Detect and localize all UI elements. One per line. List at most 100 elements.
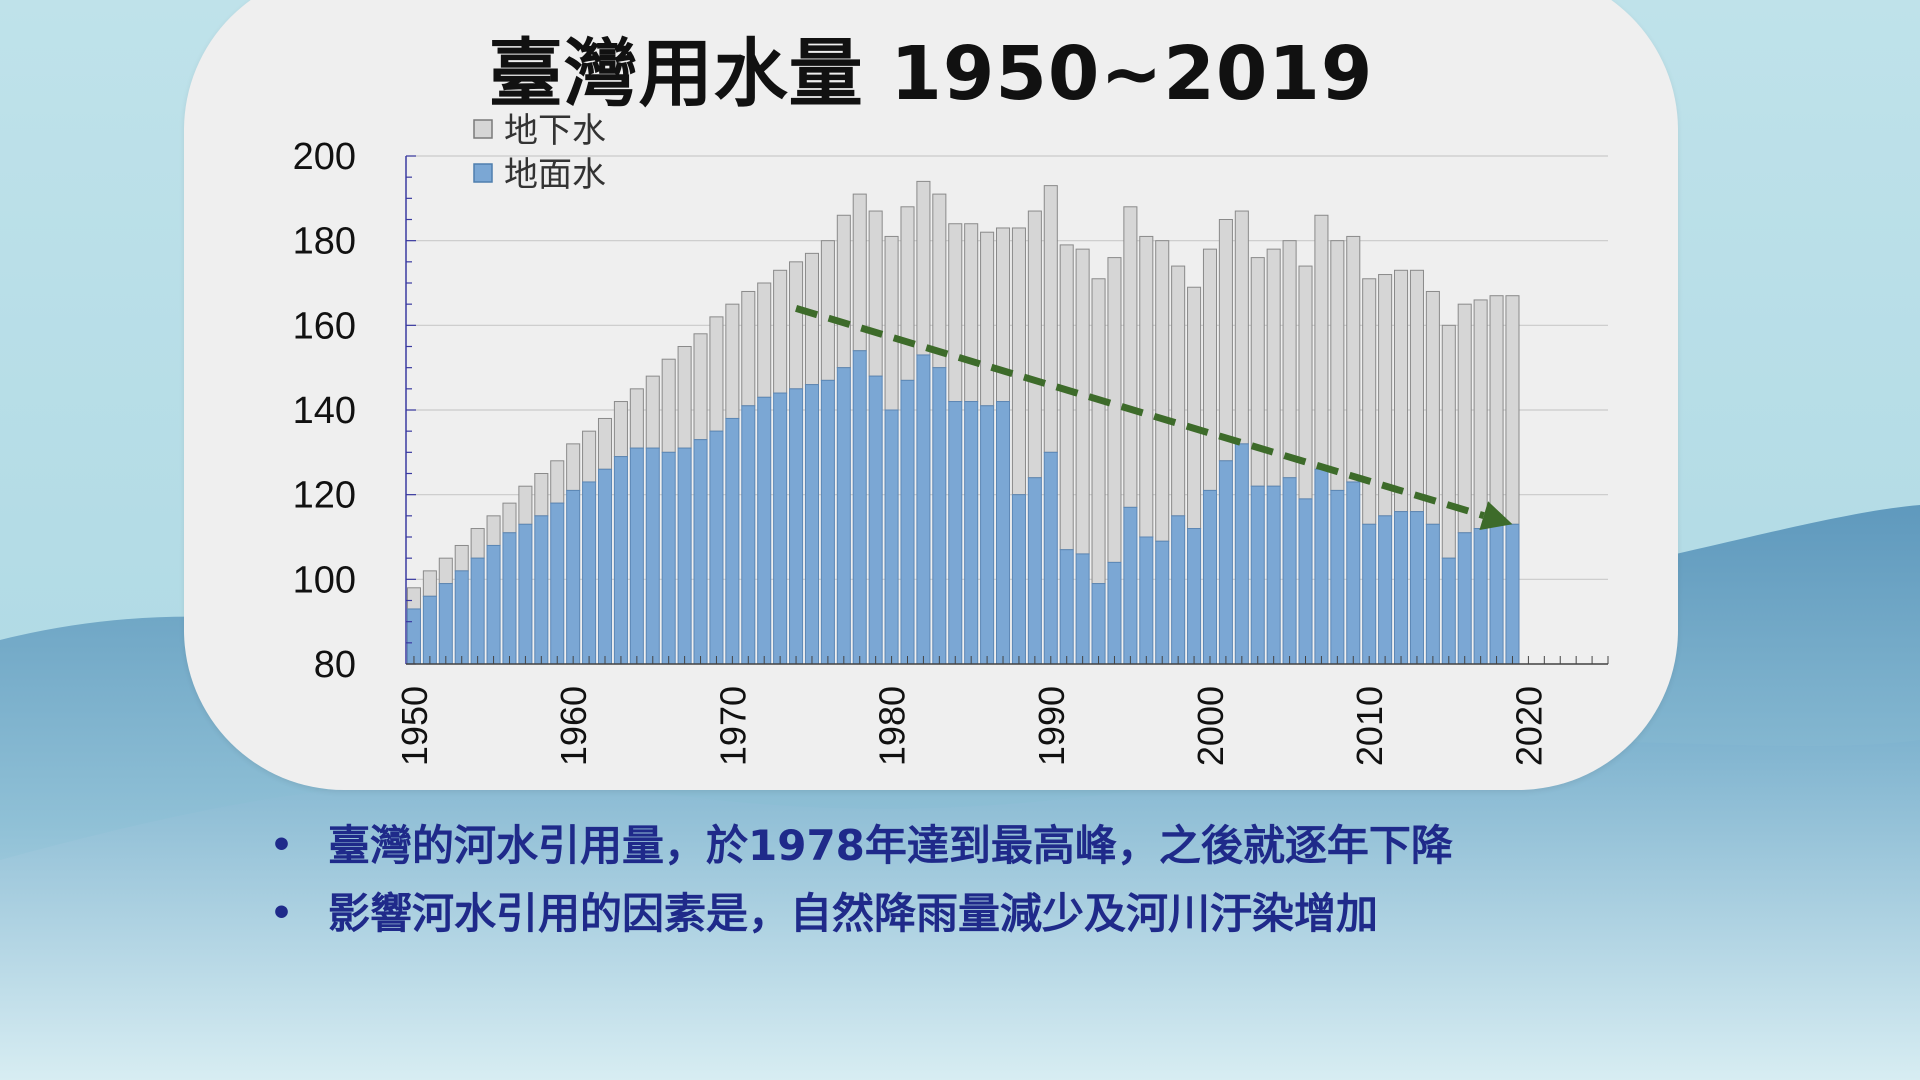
bar-groundwater (1489, 295, 1504, 525)
x-tick-label: 2010 (1349, 686, 1390, 766)
bar-groundwater (1043, 185, 1058, 453)
bar-surface-water (709, 430, 724, 665)
x-tick-labels: 1950 1960 1970 1980 1990 2000 2010 2020 (394, 686, 1549, 766)
bar-surface-water (470, 557, 485, 665)
legend-swatch-groundwater (473, 119, 493, 139)
y-tick-label: 180 (293, 221, 356, 263)
bar-surface-water (932, 367, 947, 665)
bar-groundwater (789, 261, 804, 390)
x-tick-label: 2020 (1508, 686, 1549, 766)
bar-surface-water (1218, 460, 1233, 665)
bar-groundwater (422, 570, 437, 597)
bar-groundwater (868, 210, 883, 377)
bar-groundwater (597, 417, 613, 470)
bar-groundwater (661, 358, 676, 453)
bar-groundwater (964, 223, 979, 403)
bar-groundwater (645, 375, 660, 449)
legend-swatch-surface-water (473, 163, 493, 183)
bar-groundwater (1282, 240, 1297, 479)
bar-groundwater (1234, 210, 1249, 445)
bar-surface-water (1378, 515, 1393, 665)
bar-surface-water (1123, 506, 1138, 665)
bullet-dot-icon: • (270, 893, 294, 934)
bar-groundwater (470, 528, 485, 559)
bar-groundwater (629, 388, 644, 449)
bar-surface-water (1091, 583, 1106, 665)
bar-surface-water (454, 570, 469, 665)
bar-groundwater (693, 333, 708, 441)
bar-surface-water (1346, 481, 1361, 665)
bar-surface-water (597, 468, 613, 665)
bar-surface-water (1505, 523, 1520, 665)
bar-groundwater (804, 252, 820, 386)
bar-surface-water (645, 447, 660, 665)
bar-surface-water (804, 384, 820, 665)
bar-groundwater (1473, 299, 1488, 530)
bar-groundwater (1059, 244, 1074, 551)
bar-groundwater (932, 193, 947, 369)
bar-surface-water (693, 439, 708, 665)
bar-surface-water (1473, 528, 1488, 665)
bar-surface-water (629, 447, 644, 665)
bar-surface-water (757, 396, 772, 665)
bar-surface-water (406, 608, 421, 665)
bar-surface-water (518, 523, 533, 665)
bullet-item-1: • 臺灣的河水引用量，於1978年達到最高峰，之後就逐年下降 (270, 812, 1670, 880)
bar-groundwater (1139, 235, 1154, 538)
bar-groundwater (406, 587, 421, 610)
bar-groundwater (486, 515, 501, 546)
bar-surface-water (1266, 485, 1281, 665)
bar-surface-water (1155, 540, 1170, 665)
bar-groundwater (1027, 210, 1042, 479)
slide-title: 臺灣用水量 1950~2019 (488, 31, 1374, 117)
bar-groundwater (725, 303, 740, 419)
wave-front (0, 740, 1920, 1080)
bar-surface-water (1330, 489, 1345, 665)
bar-groundwater (1107, 257, 1122, 563)
bar-surface-water (868, 375, 883, 665)
bar-groundwater (1457, 303, 1472, 534)
bar-groundwater (677, 346, 692, 449)
bar-surface-water (1250, 485, 1265, 665)
bar-surface-water (884, 409, 899, 665)
bar-groundwater (1330, 240, 1345, 491)
bar-groundwater (757, 282, 772, 398)
bar-surface-water (1409, 511, 1424, 665)
bar-groundwater (1123, 206, 1138, 508)
bar-groundwater (1314, 214, 1329, 470)
bar-surface-water (916, 354, 931, 665)
x-tick-label: 1970 (712, 686, 753, 766)
bar-surface-water (1059, 549, 1074, 665)
bar-surface-water (438, 583, 453, 665)
bar-groundwater (836, 214, 851, 369)
bar-groundwater (741, 290, 756, 407)
bar-surface-water (1394, 511, 1409, 665)
bar-surface-water (1011, 494, 1026, 665)
bar-surface-water (677, 447, 692, 665)
bullet-dot-icon: • (270, 825, 294, 866)
bar-surface-water (1362, 523, 1377, 665)
bar-surface-water (1187, 528, 1202, 665)
bar-groundwater (916, 180, 931, 356)
bar-surface-water (1139, 536, 1154, 665)
bar-surface-water (550, 502, 565, 665)
bar-groundwater (1409, 269, 1424, 513)
bar-groundwater (550, 460, 565, 504)
bullet-item-2: • 影響河水引用的因素是，自然降雨量減少及河川汙染增加 (270, 880, 1670, 948)
bar-groundwater (900, 206, 915, 381)
trend-arrow (795, 305, 1513, 531)
bars (406, 180, 1520, 665)
bar-surface-water (1043, 451, 1058, 665)
bar-groundwater (1425, 290, 1440, 525)
bar-groundwater (1505, 295, 1520, 525)
bar-surface-water (1202, 489, 1218, 665)
x-tick-label: 1980 (872, 686, 913, 766)
bar-surface-water (422, 595, 437, 665)
bar-surface-water (1107, 561, 1122, 665)
bar-groundwater (1362, 278, 1377, 525)
trend-arrow-head (1479, 501, 1513, 531)
bar-surface-water (1457, 532, 1472, 665)
y-tick-label: 100 (293, 559, 356, 601)
bar-surface-water (1441, 557, 1456, 665)
